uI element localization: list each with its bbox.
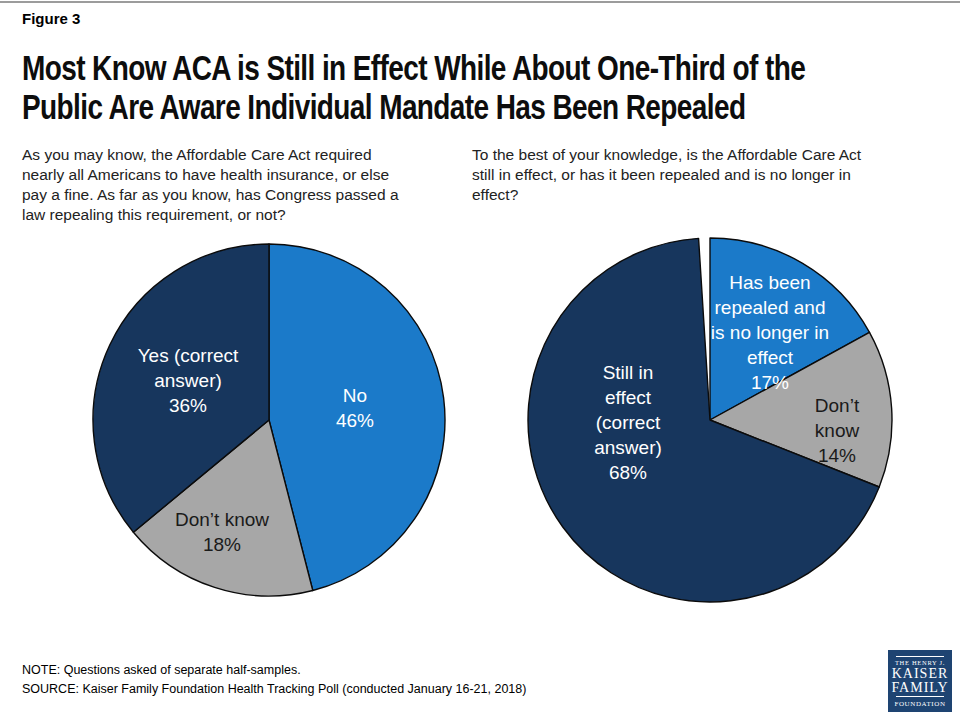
page-title: Most Know ACA is Still in Effect While A… bbox=[22, 48, 934, 127]
pie-label-no: No 46% bbox=[336, 383, 374, 433]
note-text: NOTE: Questions asked of separate half-s… bbox=[22, 662, 301, 679]
kaiser-family-foundation-logo: THE HENRY J. KAISER FAMILY FOUNDATION bbox=[888, 650, 952, 712]
logo-family-text: FAMILY bbox=[891, 681, 948, 695]
logo-kaiser-text: KAISER bbox=[892, 667, 949, 681]
logo-bottom-rule bbox=[896, 696, 944, 697]
pie-label-dont-know-right: Don’t know 14% bbox=[809, 393, 866, 468]
pie-label-still-in-effect: Still in effect (correct answer) 68% bbox=[594, 360, 662, 485]
figure-number-label: Figure 3 bbox=[22, 10, 80, 27]
pie-label-repealed: Has been repealed and is no longer in ef… bbox=[711, 270, 829, 395]
left-pie-chart: No 46% Don’t know 18% Yes (correct answe… bbox=[91, 242, 447, 598]
pie-label-dont-know-left: Don’t know 18% bbox=[175, 507, 269, 557]
logo-henry-j-text: THE HENRY J. bbox=[895, 659, 945, 666]
left-pie-svg bbox=[91, 242, 447, 598]
right-pie-chart: Has been repealed and is no longer in ef… bbox=[526, 236, 894, 604]
top-border-rule bbox=[0, 1, 960, 3]
logo-top-rule bbox=[896, 656, 944, 657]
question-text-right: To the best of your knowledge, is the Af… bbox=[472, 145, 940, 205]
figure-slide: Figure 3 Most Know ACA is Still in Effec… bbox=[0, 0, 960, 720]
logo-foundation-text: FOUNDATION bbox=[894, 700, 945, 708]
pie-label-yes-correct: Yes (correct answer) 36% bbox=[138, 343, 239, 418]
source-text: SOURCE: Kaiser Family Foundation Health … bbox=[22, 681, 526, 698]
question-text-left: As you may know, the Affordable Care Act… bbox=[22, 145, 472, 225]
